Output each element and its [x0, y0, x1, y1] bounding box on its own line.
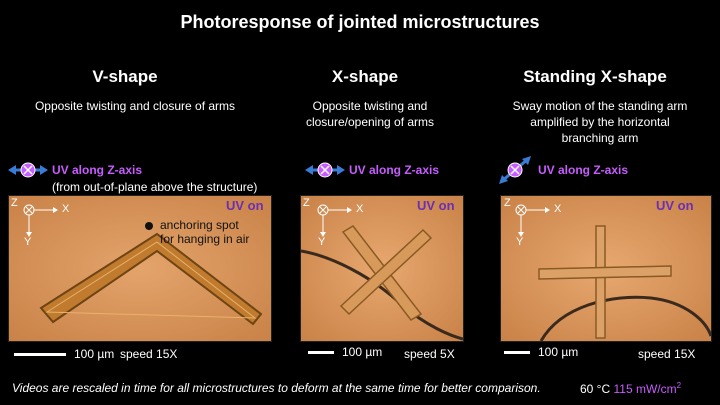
- slide-title: Photoresponse of jointed microstructures: [180, 12, 540, 32]
- sx-desc-line1: Sway motion of the standing arm: [512, 99, 688, 113]
- sx-axis-x: X: [554, 203, 562, 215]
- standing-x-heading: Standing X-shape: [523, 67, 667, 86]
- x-desc-line1: Opposite twisting and: [312, 99, 428, 113]
- x-uv-label: UV along Z-axis: [349, 163, 440, 177]
- standing-x-uv-indicator: UV along Z-axis: [498, 155, 628, 185]
- axis-icon: [515, 204, 550, 237]
- anchor-dot-icon: [145, 222, 153, 230]
- v-scale-bar: 100 µm: [14, 347, 114, 361]
- v-shape-heading: V-shape: [92, 67, 158, 86]
- v-axis-z: Z: [11, 197, 18, 209]
- v-axis-y: Y: [24, 236, 32, 248]
- x-axis-z: Z: [303, 197, 310, 209]
- scale-bar-line: [504, 350, 530, 354]
- v-shape-description: Opposite twisting and closure of arms: [34, 99, 236, 113]
- standing-x-speed: speed 15X: [638, 347, 696, 361]
- standing-x-description: Sway motion of the standing arm amplifie…: [490, 98, 710, 146]
- scale-bar-line: [308, 350, 334, 354]
- standing-x-uv-on-badge: UV on: [656, 198, 694, 213]
- x-desc-line2: closure/opening of arms: [305, 115, 435, 129]
- v-axis-x: X: [62, 203, 70, 215]
- x-scale-bar: 100 µm: [308, 345, 382, 359]
- standing-x-scale-label: 100 µm: [538, 345, 579, 359]
- intensity-value: 115 mW/cm: [613, 382, 677, 396]
- sx-axis-z: Z: [504, 197, 511, 209]
- anchor-line1: anchoring spot: [160, 218, 239, 232]
- standing-x-video-frame: [500, 195, 712, 342]
- v-shape-video-frame: [8, 195, 272, 342]
- v-uv-on-badge: UV on: [226, 198, 264, 213]
- x-shape-description: Opposite twisting and closure/opening of…: [285, 98, 455, 130]
- x-shape-video-frame: [300, 195, 464, 342]
- x-uv-indicator: UV along Z-axis: [305, 160, 439, 180]
- scale-bar-line: [14, 352, 66, 356]
- x-shape-micrograph: [301, 196, 463, 341]
- axis-icon: [23, 204, 58, 237]
- x-scale-label: 100 µm: [342, 345, 383, 359]
- x-shape-heading: X-shape: [331, 67, 399, 86]
- x-axis-y: Y: [318, 236, 326, 248]
- sx-desc-line3: branching arm: [561, 131, 639, 145]
- sx-desc-line2: amplified by the horizontal: [530, 115, 670, 129]
- intensity: 115 mW/cm2: [613, 381, 682, 396]
- v-uv-note: (from out-of-plane above the structure): [52, 180, 258, 194]
- uv-diagonal-arrow-icon: [499, 156, 531, 184]
- footer-note: Videos are rescaled in time for all micr…: [12, 381, 541, 395]
- standing-x-uv-label: UV along Z-axis: [538, 163, 629, 177]
- v-uv-label: UV along Z-axis: [52, 163, 143, 177]
- uv-horizontal-arrow-icon: [8, 162, 48, 178]
- x-speed: speed 5X: [404, 347, 455, 361]
- x-uv-on-badge: UV on: [417, 198, 455, 213]
- v-speed: speed 15X: [120, 347, 178, 361]
- x-axis-x: X: [356, 203, 364, 215]
- anchor-line2: for hanging in air: [160, 232, 250, 246]
- anchor-annotation: anchoring spot for hanging in air: [160, 218, 249, 246]
- v-scale-label: 100 µm: [74, 347, 115, 361]
- v-shape-micrograph: [9, 196, 271, 341]
- standing-x-scale-bar: 100 µm: [504, 345, 578, 359]
- uv-horizontal-arrow-icon: [305, 162, 345, 178]
- sx-axis-y: Y: [516, 236, 524, 248]
- experimental-conditions: 60 °C 115 mW/cm2: [580, 381, 681, 396]
- axis-icon: [317, 204, 352, 237]
- standing-x-micrograph: [501, 196, 711, 341]
- temperature: 60 °C: [580, 382, 611, 396]
- v-uv-indicator: UV along Z-axis: [8, 160, 142, 180]
- intensity-exponent: 2: [676, 381, 682, 390]
